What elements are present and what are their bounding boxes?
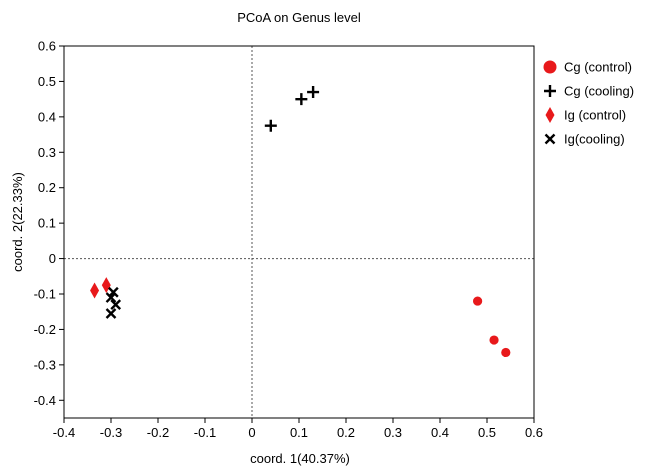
- y-axis-title: coord. 2(22.33%): [10, 172, 25, 272]
- x-axis-ticks: -0.4 -0.3 -0.2 -0.1 0 0.1 0.2 0.3 0.4 0.5 0.6: [53, 418, 543, 440]
- x-tick-label: 0.4: [431, 425, 449, 440]
- data-point: [501, 347, 511, 358]
- data-point: [473, 296, 483, 306]
- legend-item: Cg (cooling): [544, 84, 634, 99]
- legend-item: Cg (control): [543, 60, 632, 75]
- legend-item: Ig (control): [545, 107, 626, 123]
- chart-title: PCoA on Genus level: [237, 10, 361, 25]
- legend-marker: [545, 107, 555, 123]
- data-point: [105, 308, 117, 319]
- legend-marker: [544, 85, 556, 97]
- y-tick-label: 0.2: [38, 180, 56, 195]
- legend-label: Ig (control): [564, 108, 626, 123]
- y-tick-label: -0.4: [34, 393, 56, 408]
- legend-marker: [544, 133, 556, 145]
- data-point: [105, 292, 117, 303]
- legend-label: Ig(cooling): [564, 132, 625, 147]
- x-tick-label: -0.2: [147, 425, 169, 440]
- x-tick-label: -0.4: [53, 425, 75, 440]
- x-axis-title: coord. 1(40.37%): [250, 451, 350, 466]
- y-tick-label: 0.3: [38, 145, 56, 160]
- data-point: [101, 277, 111, 294]
- data-point: [307, 86, 320, 99]
- y-tick-label: 0: [49, 251, 56, 266]
- x-tick-label: 0.2: [337, 425, 355, 440]
- data-point: [110, 299, 122, 310]
- y-tick-label: 0.4: [38, 109, 56, 124]
- y-tick-label: 0.6: [38, 39, 56, 54]
- y-tick-label: 0.1: [38, 216, 56, 231]
- data-point: [295, 93, 308, 106]
- data-points: [90, 86, 511, 358]
- x-tick-label: 0.3: [384, 425, 402, 440]
- y-axis-ticks: -0.4 -0.3 -0.2 -0.1 0 0.1 0.2 0.3 0.4 0.5 0.6: [34, 39, 64, 408]
- legend-item: Ig(cooling): [544, 132, 625, 147]
- x-tick-label: -0.3: [100, 425, 122, 440]
- y-tick-label: -0.2: [34, 322, 56, 337]
- x-tick-label: 0.1: [290, 425, 308, 440]
- data-point: [489, 335, 499, 345]
- y-tick-label: -0.1: [34, 287, 56, 302]
- data-point: [90, 282, 100, 299]
- y-tick-label: 0.5: [38, 74, 56, 89]
- legend: Cg (control) Cg (cooling) Ig (control) Ig(c…: [543, 60, 634, 147]
- x-tick-label: 0: [248, 425, 255, 440]
- data-point: [264, 119, 277, 132]
- reference-lines: [64, 46, 534, 418]
- legend-marker: [543, 60, 557, 74]
- legend-label: Cg (control): [564, 60, 632, 75]
- y-tick-label: -0.3: [34, 357, 56, 372]
- x-tick-label: 0.6: [525, 425, 543, 440]
- x-tick-label: 0.5: [478, 425, 496, 440]
- legend-label: Cg (cooling): [564, 84, 634, 99]
- plot-frame: [63, 45, 535, 419]
- x-tick-label: -0.1: [194, 425, 216, 440]
